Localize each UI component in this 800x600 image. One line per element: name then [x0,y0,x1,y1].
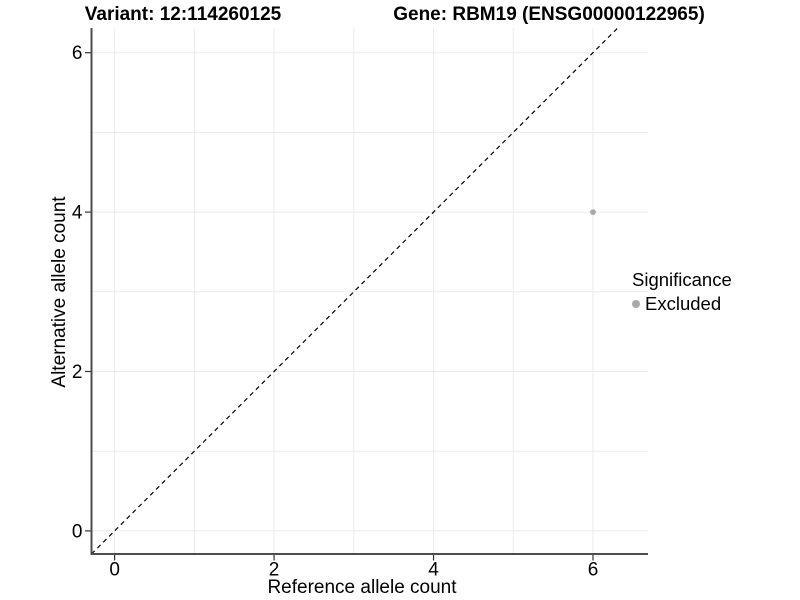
legend: Significance Excluded [632,269,732,315]
legend-point-icon [632,300,640,308]
legend-item-excluded: Excluded [632,293,732,315]
gene-title: Gene: RBM19 (ENSG00000122965) [393,4,705,25]
variant-title: Variant: 12:114260125 [84,4,282,25]
data-point [590,209,596,216]
x-axis-title: Reference allele count [267,577,457,598]
x-tick-label: 0 [109,560,120,581]
legend-title: Significance [632,269,732,290]
y-tick-label: 6 [72,43,83,64]
identity-line [91,27,619,555]
x-tick-label: 2 [269,560,280,581]
x-tick-label: 6 [588,560,599,581]
legend-item-label: Excluded [645,293,722,314]
y-tick-label: 2 [72,362,83,383]
y-tick-label: 4 [72,203,83,224]
x-tick-label: 4 [428,560,439,581]
y-axis-title: Alternative allele count [49,196,70,388]
y-tick-label: 0 [72,521,83,542]
